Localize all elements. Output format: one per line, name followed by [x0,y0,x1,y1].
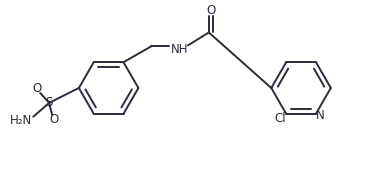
Text: H₂N: H₂N [10,114,32,127]
Text: NH: NH [171,43,189,56]
Text: O: O [50,113,59,126]
Text: O: O [206,4,216,17]
Text: O: O [32,82,42,95]
Text: N: N [316,109,324,122]
Text: S: S [46,96,53,109]
Text: Cl: Cl [275,112,286,125]
